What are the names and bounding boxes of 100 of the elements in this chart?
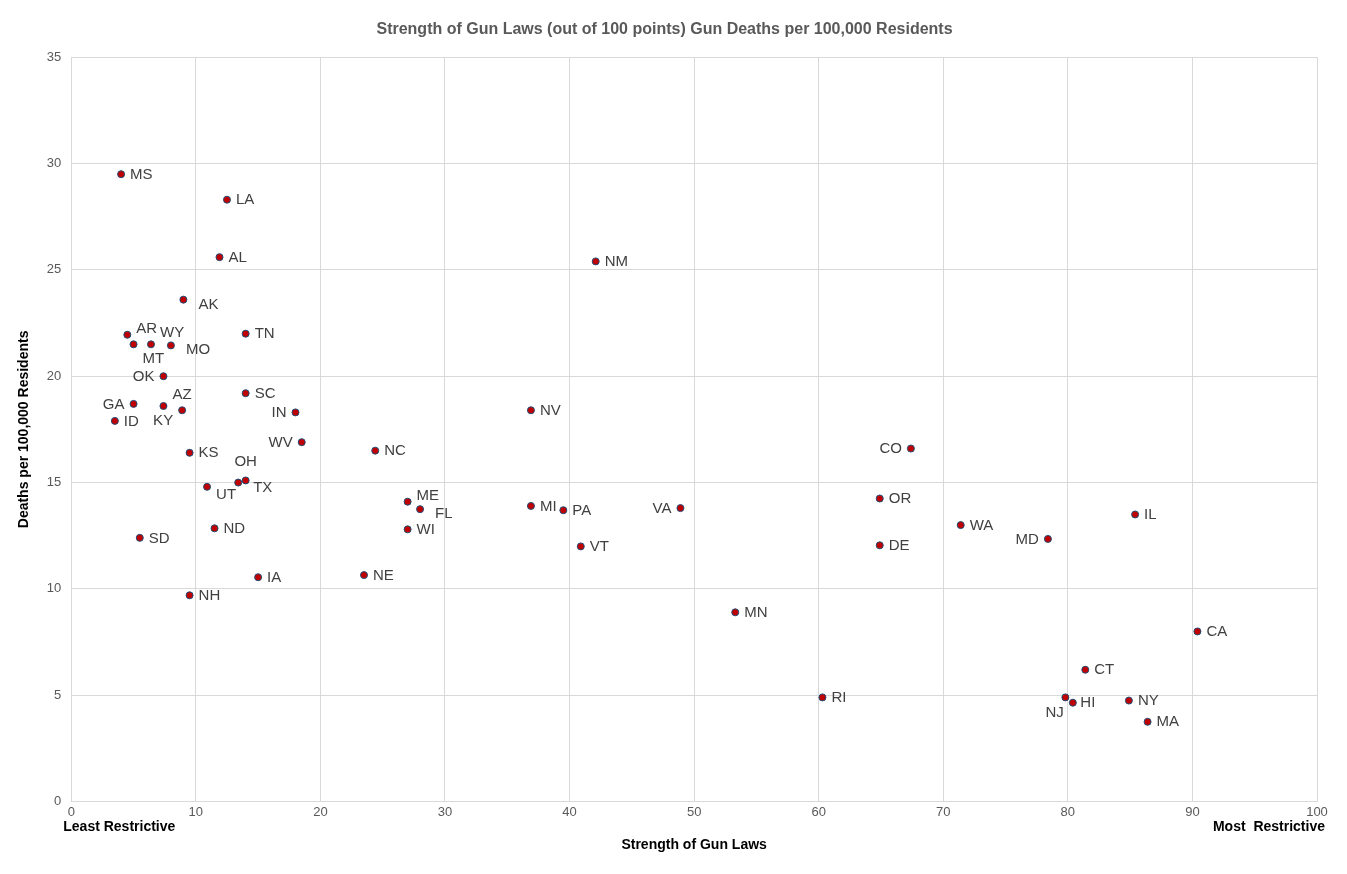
point <box>526 406 535 415</box>
point <box>1081 665 1090 674</box>
point <box>241 389 250 398</box>
point <box>159 372 168 381</box>
data-label: MN <box>744 602 768 620</box>
point <box>416 505 425 514</box>
y-tick-label: 20 <box>46 367 62 383</box>
data-label: UT <box>216 485 237 503</box>
data-label: NV <box>539 400 561 418</box>
data-label: AZ <box>172 384 192 402</box>
data-label: NM <box>604 252 629 270</box>
data-label: LA <box>235 190 255 208</box>
data-label: MD <box>1015 529 1040 547</box>
point <box>676 504 685 513</box>
data-label: CA <box>1206 622 1228 640</box>
point <box>215 253 224 262</box>
point <box>135 533 144 542</box>
y-tick-label: 25 <box>46 261 62 277</box>
point <box>110 416 119 425</box>
x-tick-label: 100 <box>1306 803 1328 819</box>
data-label: CT <box>1094 660 1115 678</box>
data-label: NY <box>1137 691 1159 709</box>
point <box>1124 696 1133 705</box>
y-tick-label: 30 <box>46 155 62 171</box>
data-label: KS <box>198 443 219 461</box>
point <box>203 482 212 491</box>
data-label: VT <box>589 537 609 555</box>
data-label: RI <box>831 688 847 706</box>
point <box>185 591 194 600</box>
data-label: GA <box>102 394 125 412</box>
data-label: PA <box>572 500 592 518</box>
y-tick-label: 15 <box>46 474 62 490</box>
point <box>403 497 412 506</box>
data-label: NC <box>384 441 407 459</box>
x-tick-label: 30 <box>437 803 453 819</box>
data-label: AR <box>136 319 158 337</box>
x-tick-label: 0 <box>67 803 75 819</box>
data-label: VA <box>652 498 672 516</box>
point <box>1061 693 1070 702</box>
point <box>185 448 194 457</box>
point <box>1043 534 1052 543</box>
chart-title: Strength of Gun Laws (out of 100 points) Gun Deaths per 100,000 Residents <box>376 20 953 38</box>
data-label: ME <box>416 486 440 504</box>
data-label: CO <box>879 439 902 457</box>
y-tick-label: 5 <box>54 686 62 702</box>
x-tick-label: 80 <box>1060 803 1076 819</box>
point <box>1193 627 1202 636</box>
data-label: MA <box>1156 712 1180 730</box>
point <box>234 478 243 487</box>
y-tick-label: 10 <box>46 580 62 596</box>
data-label: WA <box>969 515 994 533</box>
point <box>129 399 138 408</box>
data-label: OR <box>888 489 912 507</box>
data-label: MS <box>130 164 153 182</box>
point <box>297 438 306 447</box>
text: Least Restrictive <box>63 818 176 835</box>
data-label: SC <box>254 383 276 401</box>
data-label: ID <box>123 411 140 429</box>
point <box>123 330 132 339</box>
data-label: FL <box>435 503 453 521</box>
y-tick-label: 0 <box>54 793 62 809</box>
data-label: AK <box>198 295 219 313</box>
data-label: IA <box>267 567 282 585</box>
point <box>159 402 168 411</box>
point <box>526 501 535 510</box>
data-label: IL <box>1144 505 1157 523</box>
data-label: AL <box>228 247 247 265</box>
point <box>222 195 231 204</box>
data-label: NE <box>373 565 394 583</box>
data-label: WV <box>268 432 293 450</box>
point <box>254 573 263 582</box>
point <box>559 506 568 515</box>
point <box>906 444 915 453</box>
data-label: HI <box>1080 693 1096 711</box>
point <box>1143 717 1152 726</box>
data-label: KY <box>153 410 174 428</box>
point <box>875 494 884 503</box>
data-label: MT <box>142 348 165 366</box>
point <box>241 329 250 338</box>
point <box>576 542 585 551</box>
point <box>360 571 369 580</box>
y-tick-label: 35 <box>46 48 62 64</box>
x-tick-label: 10 <box>188 803 204 819</box>
point <box>146 340 155 349</box>
data-label: OH <box>234 452 257 470</box>
x-axis-title: Strength of Gun Laws <box>621 836 768 853</box>
point <box>875 541 884 550</box>
point <box>818 693 827 702</box>
point <box>956 521 965 530</box>
point <box>166 341 175 350</box>
data-label: TN <box>254 324 275 342</box>
point <box>179 295 188 304</box>
point <box>210 524 219 533</box>
data-label: MI <box>539 496 557 514</box>
point <box>403 525 412 534</box>
point <box>591 257 600 266</box>
data-label: OK <box>132 366 155 384</box>
point <box>731 608 740 617</box>
x-tick-label: 20 <box>313 803 328 819</box>
point <box>1068 698 1077 707</box>
